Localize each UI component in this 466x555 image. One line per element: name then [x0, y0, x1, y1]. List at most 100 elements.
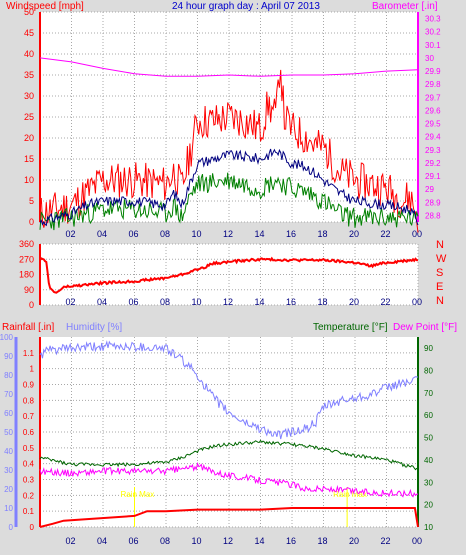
wind-axes: 0 5 10 15 20 25 30 35 40 45 50 28.8 28.9 29 29.1 29.2 29… — [24, 7, 441, 239]
rainfall-tick-label: 1 — [30, 365, 35, 374]
humidity-tick-label: 20 — [4, 485, 13, 494]
barometer-tick-label: 29.7 — [425, 93, 441, 102]
rainfall-tick-label: 0.2 — [23, 491, 35, 500]
wind-tick-label: 35 — [24, 70, 34, 80]
temperature-axis-label: Temperature [°F] — [313, 322, 388, 333]
temperature-tick-label: 20 — [424, 501, 433, 510]
barometer-tick-label: 30.1 — [425, 41, 441, 50]
rainfall-tick-label: 0.8 — [23, 396, 35, 405]
x-tick-label: 14 — [255, 229, 265, 239]
temp-lines — [39, 340, 419, 528]
wind-tick-label: 25 — [24, 112, 34, 122]
barometer-tick-label: 30.2 — [425, 28, 441, 37]
barometer-series — [39, 57, 419, 77]
temperature-tick-label: 90 — [424, 344, 433, 353]
x-tick-label: 12 — [223, 297, 233, 307]
wind-tick-label: 15 — [24, 154, 34, 164]
direction-lines — [39, 256, 419, 294]
barometer-tick-label: 29.1 — [425, 172, 441, 181]
direction-tick-label: 90 — [24, 285, 34, 295]
humidity-tick-label: 70 — [4, 390, 13, 399]
humidity-tick-label: 100 — [0, 333, 14, 342]
chart-title: 24 hour graph day : April 07 2013 — [172, 1, 320, 12]
x-tick-label: 10 — [192, 229, 202, 239]
rain-max-label: Rain Max — [121, 490, 155, 499]
humidity-series — [39, 340, 419, 440]
x-tick-label: 12 — [223, 536, 233, 546]
humidity-tick-label: 0 — [9, 523, 14, 532]
x-tick-label: 10 — [192, 536, 202, 546]
direction-tick-label: 270 — [19, 254, 34, 264]
x-tick-label: 04 — [97, 536, 107, 546]
barometer-axis-label: Barometer [.in] — [372, 1, 438, 12]
rainfall-axis-label: Rainfall [.in] — [2, 322, 54, 333]
barometer-tick-label: 29.9 — [425, 67, 441, 76]
x-tick-label: 18 — [318, 297, 328, 307]
compass-letter: N — [436, 295, 444, 307]
rainfall-tick-label: 0.1 — [23, 507, 35, 516]
barometer-tick-label: 29.2 — [425, 159, 441, 168]
humidity-axis-label: Humidity [%] — [66, 322, 122, 333]
x-tick-label: 18 — [318, 229, 328, 239]
rainfall-tick-label: 0.4 — [23, 460, 35, 469]
x-tick-label: 14 — [255, 536, 265, 546]
wind-tick-label: 0 — [29, 217, 34, 227]
x-tick-label: 20 — [349, 229, 359, 239]
x-tick-label: 14 — [255, 297, 265, 307]
rainfall-tick-label: 0.3 — [23, 476, 35, 485]
compass-letter: S — [436, 267, 443, 279]
x-tick-label: 06 — [129, 229, 139, 239]
wind-tick-label: 45 — [24, 28, 34, 38]
barometer-tick-label: 29 — [425, 185, 434, 194]
humidity-tick-label: 50 — [4, 428, 13, 437]
dewpoint-axis-label: Dew Point [°F] — [393, 322, 457, 333]
rainfall-tick-label: 1.1 — [23, 349, 35, 358]
compass-letter: W — [436, 253, 447, 265]
barometer-tick-label: 29.8 — [425, 80, 441, 89]
barometer-tick-label: 29.3 — [425, 146, 441, 155]
x-tick-label: 22 — [381, 297, 391, 307]
direction-grid — [40, 243, 419, 306]
barometer-tick-label: 29.4 — [425, 133, 441, 142]
x-tick-label: 08 — [160, 536, 170, 546]
minimum-series — [39, 172, 419, 231]
barometer-tick-label: 30 — [425, 54, 434, 63]
x-tick-label: 04 — [97, 229, 107, 239]
x-tick-label: 20 — [349, 536, 359, 546]
temperature-tick-label: 80 — [424, 367, 433, 376]
humidity-tick-label: 40 — [4, 447, 13, 456]
wind-lines — [39, 57, 419, 233]
x-tick-label: 02 — [66, 297, 76, 307]
temperature-tick-label: 10 — [424, 523, 433, 532]
wind-axis-label: Windspeed [mph] — [6, 1, 84, 12]
x-tick-label: 22 — [381, 229, 391, 239]
direction-tick-label: 0 — [29, 300, 34, 310]
barometer-tick-label: 29.6 — [425, 106, 441, 115]
x-tick-label: 00 — [412, 536, 422, 546]
x-tick-label: 08 — [160, 297, 170, 307]
x-tick-label: 22 — [381, 536, 391, 546]
temperature-tick-label: 60 — [424, 411, 433, 420]
gust-series — [39, 69, 419, 233]
direction-tick-label: 180 — [19, 270, 34, 280]
barometer-tick-label: 28.8 — [425, 211, 441, 220]
wind-tick-label: 50 — [24, 7, 34, 17]
x-tick-label: 02 — [66, 536, 76, 546]
humidity-tick-label: 30 — [4, 466, 13, 475]
humidity-tick-label: 60 — [4, 409, 13, 418]
wind-tick-label: 10 — [24, 175, 34, 185]
x-tick-label: 18 — [318, 536, 328, 546]
humidity-tick-label: 10 — [4, 504, 13, 513]
temp-grid — [40, 337, 419, 528]
rainfall-tick-label: 0.7 — [23, 412, 35, 421]
x-tick-label: 10 — [192, 297, 202, 307]
compass-letter: N — [436, 239, 444, 251]
x-tick-label: 20 — [349, 297, 359, 307]
x-tick-label: 00 — [412, 297, 422, 307]
x-tick-label: 02 — [66, 229, 76, 239]
average-series — [39, 148, 419, 227]
rainfall-tick-label: 0 — [30, 523, 35, 532]
x-tick-label: 08 — [160, 229, 170, 239]
x-tick-label: 06 — [129, 536, 139, 546]
